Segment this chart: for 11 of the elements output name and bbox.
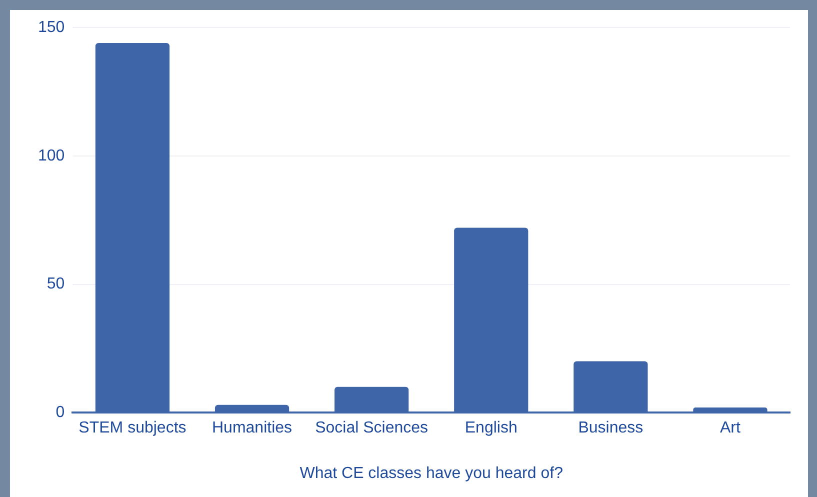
x-tick-label: English	[464, 420, 518, 437]
y-tick-label: 150	[38, 19, 65, 36]
y-tick-label: 0	[56, 404, 65, 422]
x-tick-label: STEM subjects	[78, 420, 186, 437]
x-tick-label: Social Sciences	[315, 420, 428, 437]
x-tick-label: Art	[720, 420, 741, 437]
x-tick-label: Business	[578, 420, 644, 437]
y-tick-label: 50	[46, 276, 65, 293]
y-tick-label: 100	[38, 147, 65, 164]
x-tick-label: Humanities	[212, 420, 292, 437]
x-axis-title: What CE classes have you heard of?	[300, 464, 564, 482]
